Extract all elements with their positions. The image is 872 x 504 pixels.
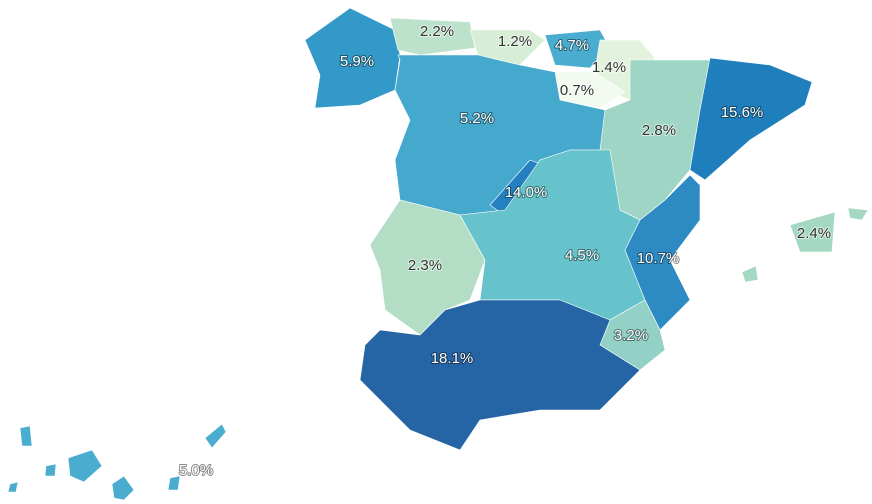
region-label: 4.7%: [555, 37, 589, 54]
region: [624, 174, 701, 331]
region-label: 5.2%: [460, 110, 494, 127]
region: [359, 299, 641, 451]
region-label: 1.2%: [498, 33, 532, 50]
region-label: 5.9%: [340, 53, 374, 70]
region-label: 2.2%: [420, 23, 454, 40]
region-label: 2.4%: [797, 225, 831, 242]
region-label: 3.2%: [614, 327, 648, 344]
region: [469, 29, 546, 66]
region-label: 14.0%: [505, 184, 548, 201]
region-label: 15.6%: [721, 104, 764, 121]
region: [7, 423, 227, 501]
region-label: 2.3%: [408, 257, 442, 274]
region: [369, 199, 486, 336]
region: [741, 207, 869, 283]
region-label: 5.0%: [179, 462, 213, 479]
region-label: 18.1%: [431, 350, 474, 367]
region: [389, 17, 476, 56]
region-label: 4.5%: [565, 247, 599, 264]
region-label: 1.4%: [592, 59, 626, 76]
region-label: 10.7%: [637, 250, 680, 267]
region-label: 2.8%: [642, 122, 676, 139]
region: [689, 57, 813, 181]
region-label: 0.7%: [560, 82, 594, 99]
